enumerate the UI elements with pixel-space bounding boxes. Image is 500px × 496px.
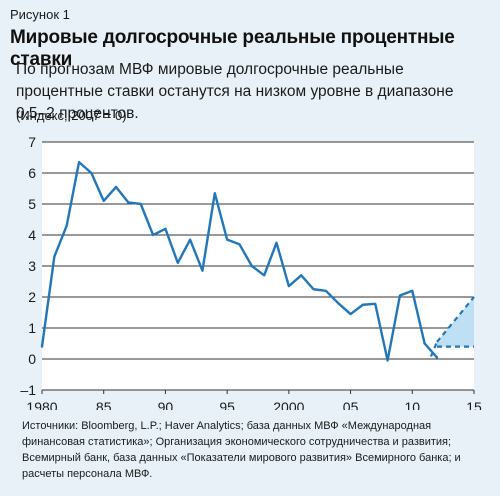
x-tick-label: 85 <box>96 399 112 410</box>
x-tick-label: 10 <box>404 399 420 410</box>
y-tick-label: 3 <box>28 258 36 274</box>
figure-subtitle: По прогнозам МВФ мировые долгосрочные ре… <box>16 61 454 122</box>
series-line <box>423 342 439 359</box>
y-tick-label: 0 <box>28 351 36 367</box>
unit-note: (Индекс, 2007 = 0) <box>16 108 127 123</box>
y-tick-label: 7 <box>28 134 36 150</box>
sources-note: Источники: Bloomberg, L.P.; Haver Analyt… <box>22 420 461 480</box>
y-tick-label: –1 <box>20 382 36 398</box>
forecast-upper-connector <box>429 341 438 357</box>
y-tick-label: 2 <box>28 289 36 305</box>
forecast-band <box>436 297 474 347</box>
y-tick-label: 4 <box>28 227 36 243</box>
y-tick-label: 6 <box>28 165 36 181</box>
x-tick-label: 05 <box>343 399 359 410</box>
x-tick-label: 15 <box>466 399 482 410</box>
figure-label: Рисунок 1 <box>10 7 70 22</box>
forecast-upper-line <box>436 296 475 343</box>
y-tick-label: 1 <box>28 320 36 336</box>
x-tick-label: 1980 <box>26 399 57 410</box>
series-line <box>40 160 426 362</box>
y-tick-label: 5 <box>28 196 36 212</box>
figure-title: Мировые долгосрочные реальные процентные… <box>10 27 455 70</box>
x-tick-label: 90 <box>158 399 174 410</box>
line-chart: –1 0 1 2 3 4 5 6 7 1980 85 90 95 2000 05 10 15 <box>20 134 482 410</box>
x-tick-label: 2000 <box>273 399 304 410</box>
x-tick-label: 95 <box>219 399 235 410</box>
